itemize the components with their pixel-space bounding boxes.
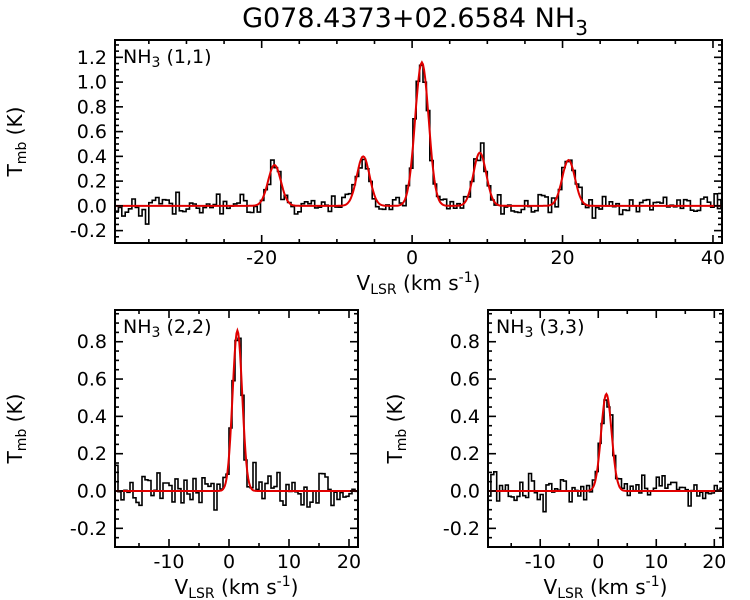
y-tick-label: 0.0 bbox=[77, 195, 107, 217]
y-tick-label: 0.0 bbox=[450, 481, 480, 503]
gaussian-fit-curve bbox=[115, 327, 358, 492]
spectrum-panel-nh3-1-1: -20 0 20 40 -0.2 0.00.2 0.4 0.6 0.81.0 1.2 VLSR (k… bbox=[3, 39, 725, 298]
y-axis-label: Tmb (K) bbox=[3, 107, 30, 178]
x-tick-label: 40 bbox=[701, 247, 725, 269]
panel-label: NH3 (2,2) bbox=[123, 316, 212, 341]
y-tick-label: 0.8 bbox=[77, 331, 107, 353]
figure-title: G078.4373+02.6584 NH3 bbox=[90, 2, 740, 43]
x-tick-label: 0 bbox=[223, 551, 235, 573]
x-tick-label: 10 bbox=[277, 551, 301, 573]
y-tick-label: 0.6 bbox=[77, 369, 107, 391]
observed-spectrum-histogram bbox=[488, 399, 723, 513]
y-tick-label: 0.4 bbox=[77, 406, 107, 428]
gaussian-fit-curve bbox=[488, 392, 723, 492]
tick-marks bbox=[115, 310, 358, 547]
y-tick-label: 0.4 bbox=[450, 406, 480, 428]
y-tick-label: 0.8 bbox=[77, 96, 107, 118]
y-tick-label: 0.2 bbox=[77, 443, 107, 465]
y-tick-label: 1.2 bbox=[77, 47, 107, 69]
y-tick-label: 0.2 bbox=[450, 443, 480, 465]
figure-title-subscript: 3 bbox=[575, 16, 588, 41]
x-tick-label: 20 bbox=[337, 551, 361, 573]
axes-box bbox=[114, 309, 359, 548]
tick-labels: -20 0 20 40 -0.2 0.00.2 0.4 0.6 0.81.0 1.2 bbox=[70, 47, 725, 269]
x-axis-label: VLSR (km s-1) bbox=[175, 574, 299, 600]
x-tick-label: 20 bbox=[550, 247, 574, 269]
x-tick-label: -10 bbox=[525, 551, 556, 573]
y-tick-label: 0.6 bbox=[77, 121, 107, 143]
y-tick-label: 0.6 bbox=[450, 369, 480, 391]
x-axis-label: VLSR (km s-1) bbox=[357, 270, 481, 298]
gaussian-fit-curve bbox=[115, 60, 722, 207]
tick-labels: -10 0 10 20 -0.2 0.0 0.2 0.4 0.6 0.8 bbox=[70, 331, 361, 573]
panel-content: -10 0 10 20 -0.2 0.0 0.2 0.4 0.6 0.8 VLSR (km s-1)… bbox=[3, 309, 361, 600]
panel-label: NH3 (3,3) bbox=[496, 316, 585, 341]
tick-marks bbox=[488, 310, 723, 547]
spectrum-panel-nh3-2-2: -10 0 10 20 -0.2 0.0 0.2 0.4 0.6 0.8 VLSR (km s-1)… bbox=[3, 309, 361, 600]
y-axis-label: Tmb (K) bbox=[3, 394, 30, 465]
panel-label: NH3 (1,1) bbox=[123, 46, 212, 71]
x-tick-label: 0 bbox=[592, 551, 604, 573]
x-tick-label: -10 bbox=[153, 551, 184, 573]
panel-content: -10 0 10 20 -0.2 0.0 0.2 0.4 0.6 0.8 VLSR (km s-1)… bbox=[383, 309, 726, 600]
y-tick-label: 0.8 bbox=[450, 331, 480, 353]
y-tick-label: 0.2 bbox=[77, 171, 107, 193]
tick-marks bbox=[115, 40, 722, 243]
y-axis-label: Tmb (K) bbox=[383, 394, 410, 465]
y-tick-label: 1.0 bbox=[77, 72, 107, 94]
x-tick-label: 10 bbox=[644, 551, 668, 573]
x-tick-label: 0 bbox=[406, 247, 418, 269]
y-tick-label: 0.4 bbox=[77, 146, 107, 168]
tick-labels: -10 0 10 20 -0.2 0.0 0.2 0.4 0.6 0.8 bbox=[443, 331, 726, 573]
axes-box bbox=[487, 309, 724, 548]
spectrum-panel-nh3-3-3: -10 0 10 20 -0.2 0.0 0.2 0.4 0.6 0.8 VLSR (km s-1)… bbox=[383, 309, 726, 600]
x-axis-label: VLSR (km s-1) bbox=[544, 574, 668, 600]
y-tick-label: -0.2 bbox=[70, 518, 107, 540]
axes-box bbox=[114, 39, 723, 244]
y-tick-label: -0.2 bbox=[70, 220, 107, 242]
x-tick-label: 20 bbox=[702, 551, 726, 573]
figure-title-text: G078.4373+02.6584 NH bbox=[242, 3, 576, 34]
panel-content: -20 0 20 40 -0.2 0.00.2 0.4 0.6 0.81.0 1.2 VLSR (k… bbox=[3, 39, 725, 298]
y-tick-label: 0.0 bbox=[77, 481, 107, 503]
observed-spectrum-histogram bbox=[115, 337, 358, 511]
x-tick-label: -20 bbox=[246, 247, 277, 269]
y-tick-label: -0.2 bbox=[443, 518, 480, 540]
